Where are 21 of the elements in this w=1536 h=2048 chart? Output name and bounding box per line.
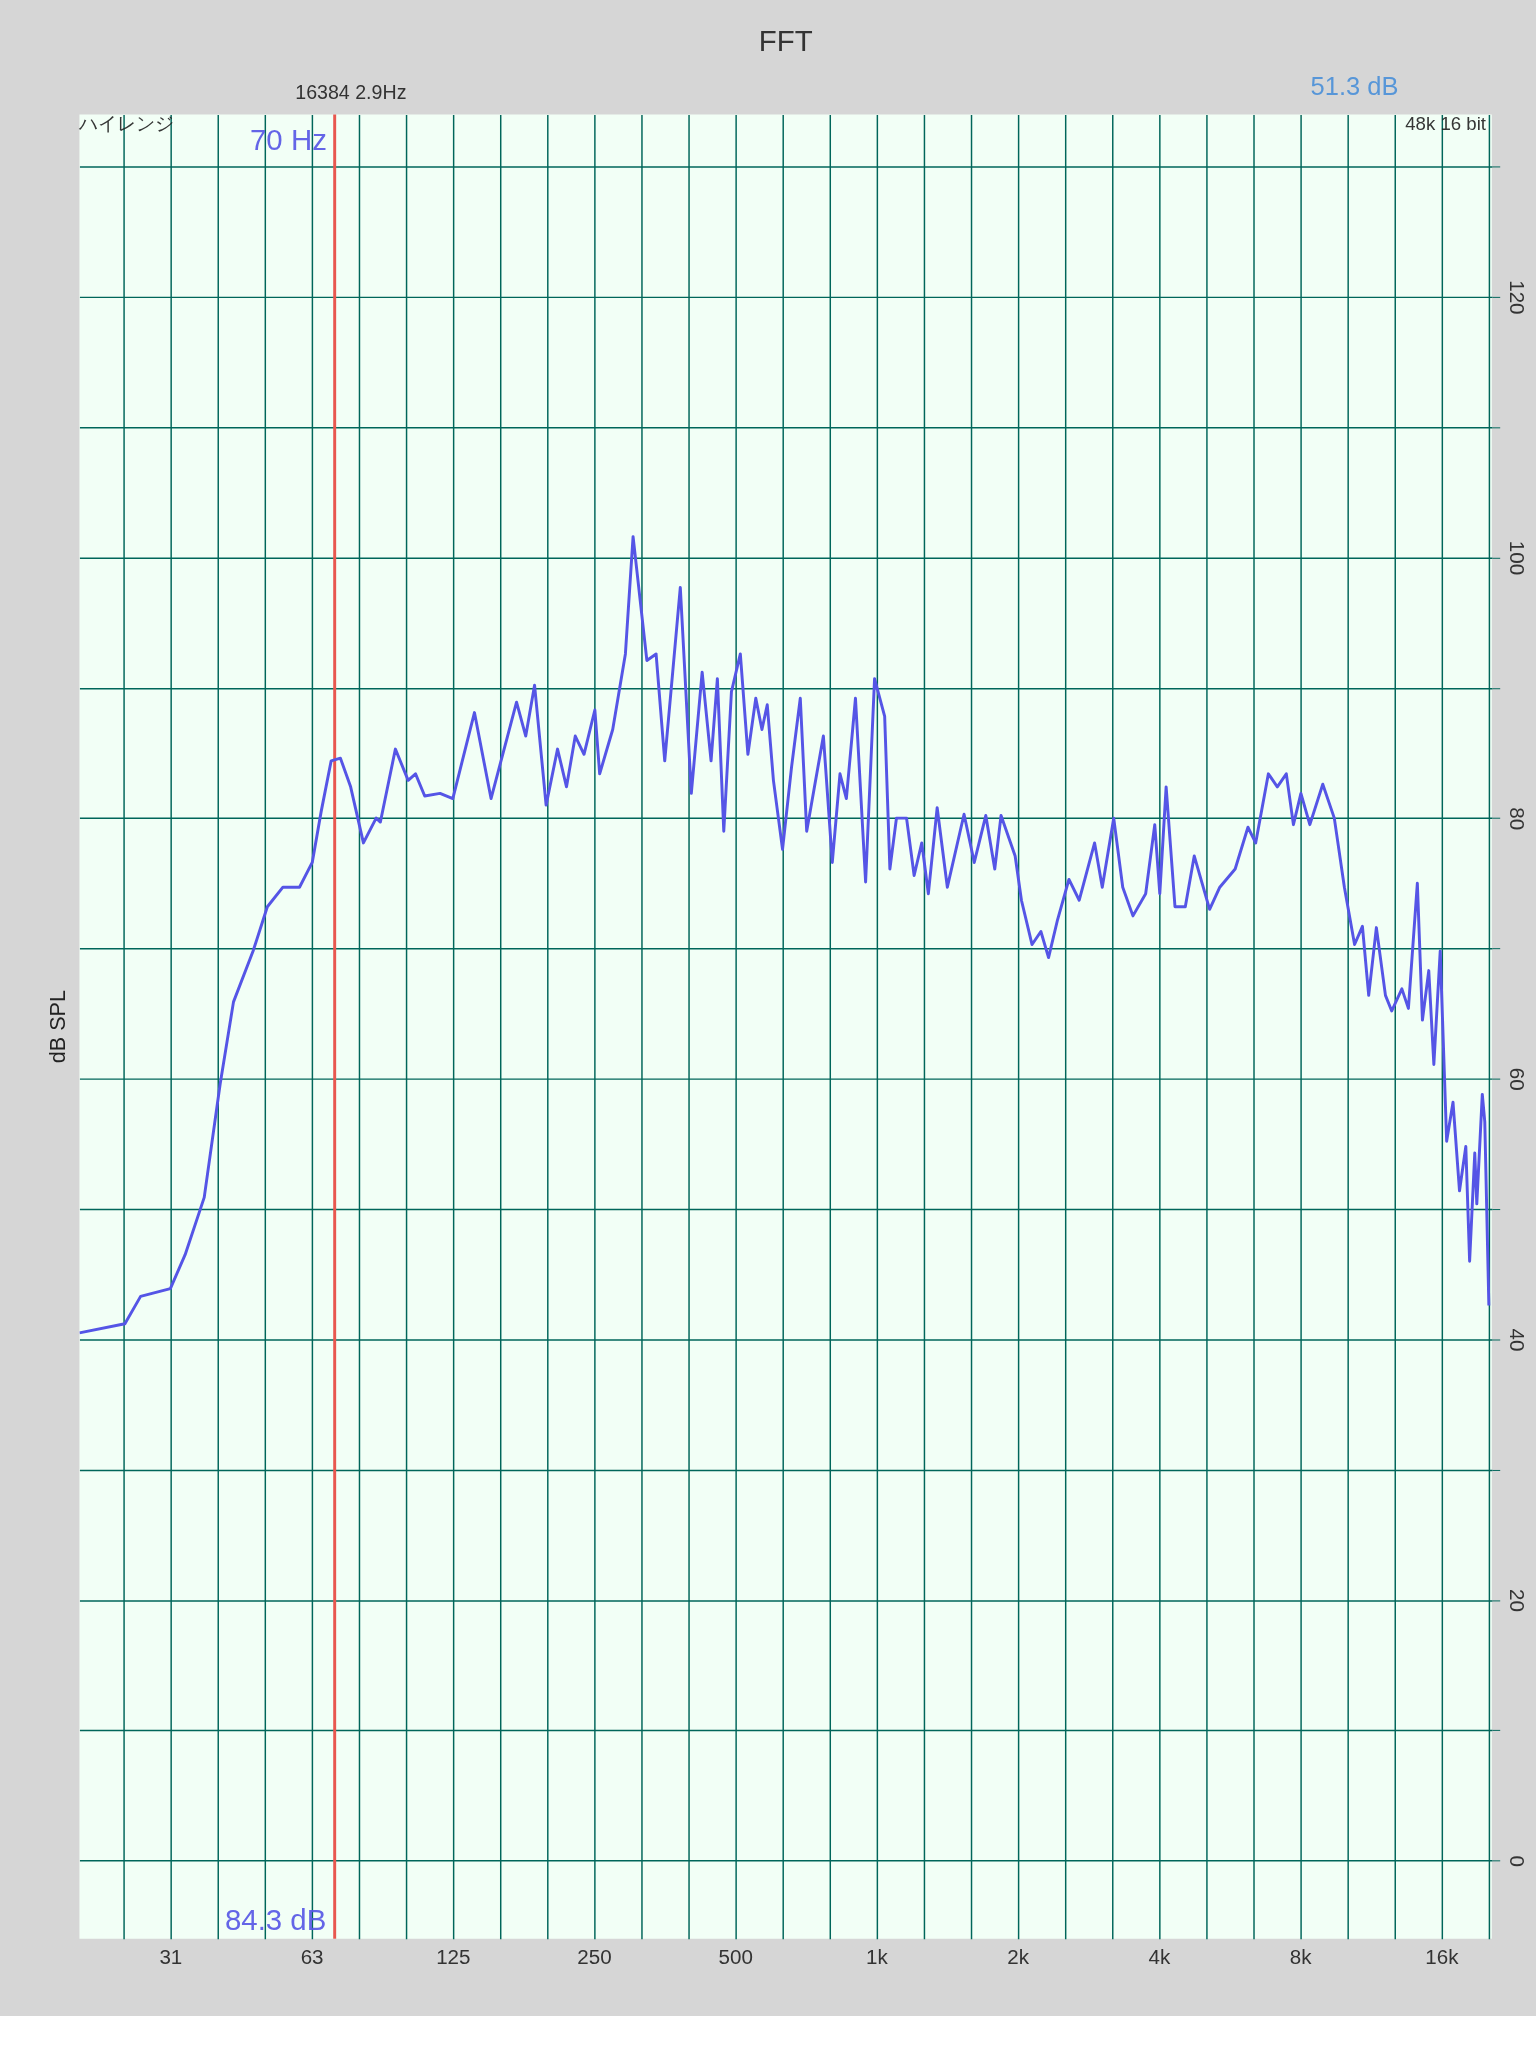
- x-tick-label: 31: [159, 1944, 183, 1968]
- y-tick-label: 40: [1506, 1328, 1530, 1352]
- x-tick-label: 125: [436, 1944, 471, 1968]
- y-tick-label: 60: [1506, 1067, 1530, 1091]
- x-tick-label: 8k: [1289, 1944, 1313, 1968]
- y-tick-label: 0: [1506, 1855, 1530, 1867]
- x-tick-label: 16k: [1425, 1944, 1460, 1968]
- y-tick-label: 20: [1506, 1589, 1530, 1612]
- y-axis-title: dB SPL: [44, 990, 70, 1064]
- y-tick-label: 120: [1506, 280, 1530, 315]
- text: 51.3 dB: [1310, 71, 1399, 100]
- x-tick-label: 4k: [1148, 1944, 1171, 1968]
- x-tick-label: 63: [300, 1944, 324, 1968]
- x-tick-label: 250: [577, 1944, 612, 1968]
- x-tick-label: 500: [718, 1944, 753, 1968]
- chart-title: FFT: [758, 23, 813, 57]
- y-tick-label: 100: [1506, 540, 1530, 576]
- y-tick-label: 80: [1506, 807, 1530, 831]
- text: 16384 2.9Hz: [295, 80, 407, 103]
- x-tick-label: 1k: [866, 1944, 889, 1968]
- x-tick-label: 2k: [1007, 1944, 1030, 1968]
